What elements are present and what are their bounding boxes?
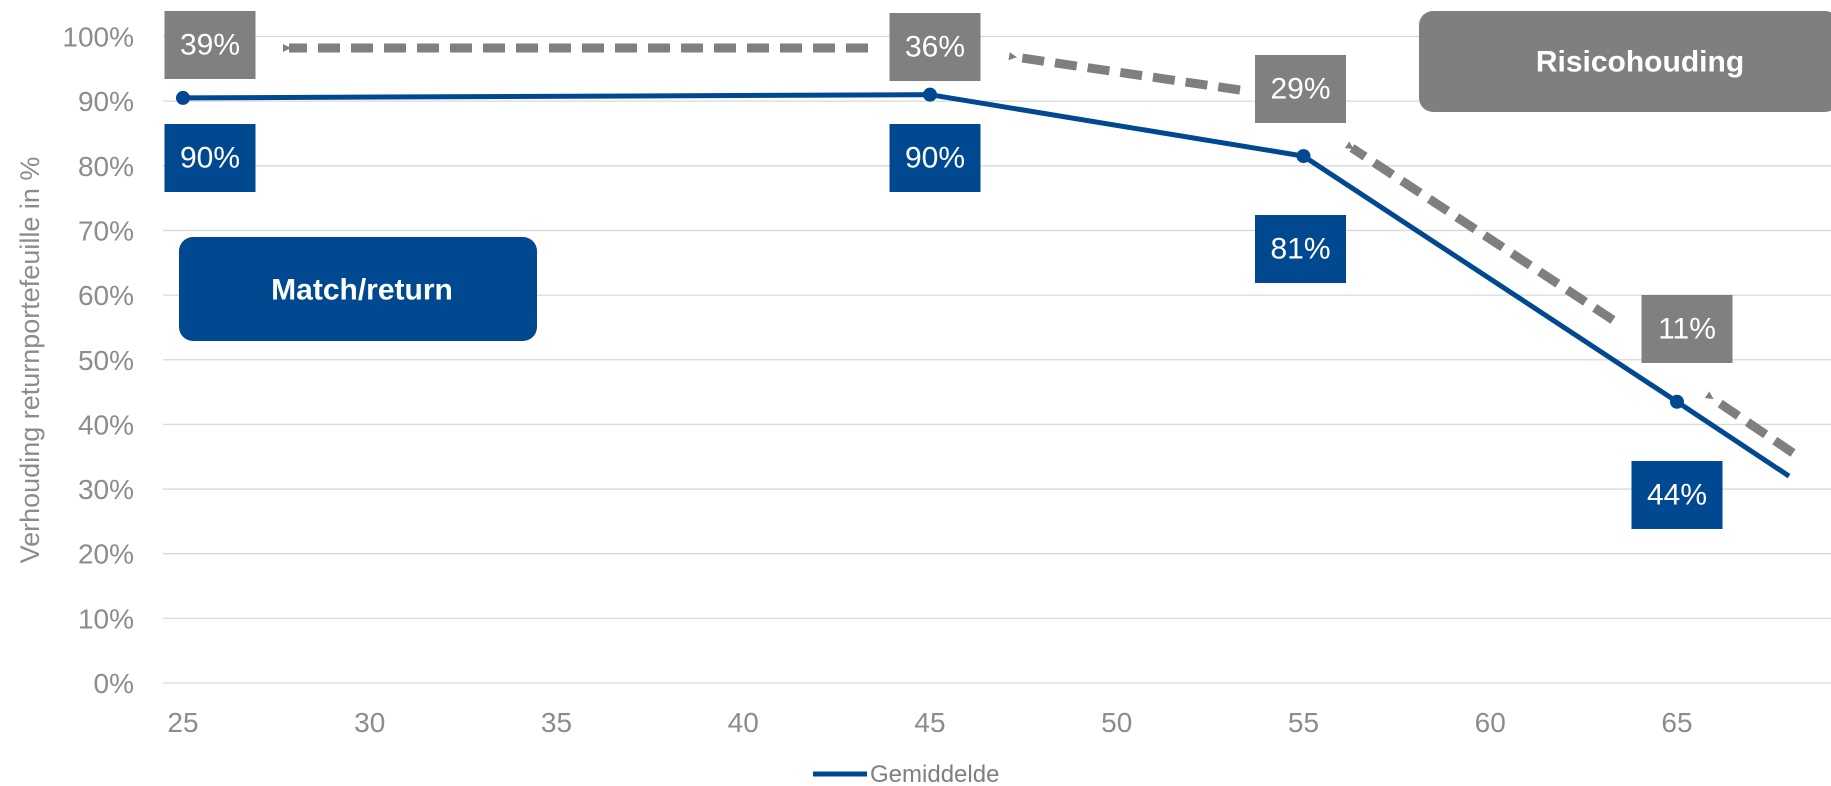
data-labels: 90% 90% 81% 44% 39% 36% 29% 11% bbox=[164, 11, 1733, 529]
data-label-text: 90% bbox=[905, 142, 965, 175]
risicohouding-annotation: Risicohouding bbox=[1419, 11, 1831, 112]
gridlines bbox=[163, 35, 1831, 684]
data-label-blue: 81% bbox=[1255, 215, 1346, 283]
data-label-grey: 36% bbox=[889, 13, 981, 81]
match-return-label: Match/return bbox=[271, 274, 453, 307]
risk-arrow-2 bbox=[1008, 52, 1241, 95]
data-label-text: 36% bbox=[905, 31, 965, 64]
data-label-grey: 39% bbox=[164, 11, 256, 79]
data-label-blue: 44% bbox=[1631, 461, 1723, 529]
match-return-box bbox=[179, 237, 537, 341]
x-tick-label: 50 bbox=[1101, 707, 1132, 738]
y-tick-label: 20% bbox=[78, 539, 134, 570]
x-tick-label: 60 bbox=[1475, 707, 1506, 738]
data-label-box bbox=[889, 13, 981, 81]
data-label-box bbox=[1641, 295, 1733, 363]
risicohouding-label: Risicohouding bbox=[1536, 46, 1744, 79]
series-markers bbox=[176, 87, 1684, 409]
y-tick-label: 10% bbox=[78, 603, 134, 634]
y-tick-label: 0% bbox=[94, 668, 134, 699]
x-tick-label: 30 bbox=[354, 707, 385, 738]
risicohouding-box bbox=[1419, 11, 1831, 112]
data-point bbox=[176, 90, 190, 105]
y-tick-label: 70% bbox=[78, 215, 134, 246]
data-label-box bbox=[164, 124, 256, 192]
legend: Gemiddelde bbox=[813, 761, 999, 786]
data-label-text: 81% bbox=[1270, 233, 1330, 266]
data-point bbox=[1296, 149, 1311, 164]
data-point bbox=[923, 87, 937, 102]
data-label-text: 29% bbox=[1270, 73, 1330, 106]
risk-arrows bbox=[283, 43, 1796, 457]
y-axis-label: Verhouding returnportefeuille in % bbox=[15, 157, 45, 564]
risk-arrow-3 bbox=[1344, 141, 1616, 324]
x-tick-label: 40 bbox=[728, 707, 759, 738]
data-label-text: 44% bbox=[1647, 479, 1707, 512]
x-tick-label: 35 bbox=[541, 707, 572, 738]
data-label-blue: 90% bbox=[889, 124, 981, 192]
x-tick-label: 45 bbox=[914, 707, 945, 738]
data-label-box bbox=[1255, 215, 1346, 283]
y-tick-label: 100% bbox=[62, 22, 134, 53]
data-label-text: 39% bbox=[180, 29, 240, 62]
y-tick-label: 80% bbox=[78, 151, 134, 182]
data-label-box bbox=[1255, 55, 1346, 123]
legend-label-gemiddelde: Gemiddelde bbox=[870, 761, 999, 786]
data-label-grey: 11% bbox=[1641, 295, 1733, 363]
data-label-text: 90% bbox=[180, 142, 240, 175]
y-tick-label: 30% bbox=[78, 474, 134, 505]
x-tick-label: 55 bbox=[1288, 707, 1319, 738]
data-label-box bbox=[1631, 461, 1723, 529]
y-tick-label: 90% bbox=[78, 86, 134, 117]
data-label-grey: 29% bbox=[1255, 55, 1346, 123]
data-point bbox=[1670, 394, 1684, 409]
y-tick-label: 40% bbox=[78, 409, 134, 440]
x-tick-label: 25 bbox=[167, 707, 198, 738]
y-axis-ticks: 0% 10% 20% 30% 40% 50% 60% 70% 80% 90% 100% bbox=[62, 22, 134, 700]
x-axis-ticks: 25 30 35 40 45 50 55 60 65 bbox=[167, 707, 1692, 738]
x-tick-label: 65 bbox=[1661, 707, 1692, 738]
y-tick-label: 60% bbox=[78, 280, 134, 311]
data-label-box bbox=[889, 124, 981, 192]
data-label-blue: 90% bbox=[164, 124, 256, 192]
data-label-box bbox=[164, 11, 256, 79]
data-label-text: 11% bbox=[1658, 313, 1716, 346]
y-tick-label: 50% bbox=[78, 345, 134, 376]
risk-arrow-4 bbox=[1704, 391, 1796, 457]
match-return-annotation: Match/return bbox=[179, 237, 537, 341]
